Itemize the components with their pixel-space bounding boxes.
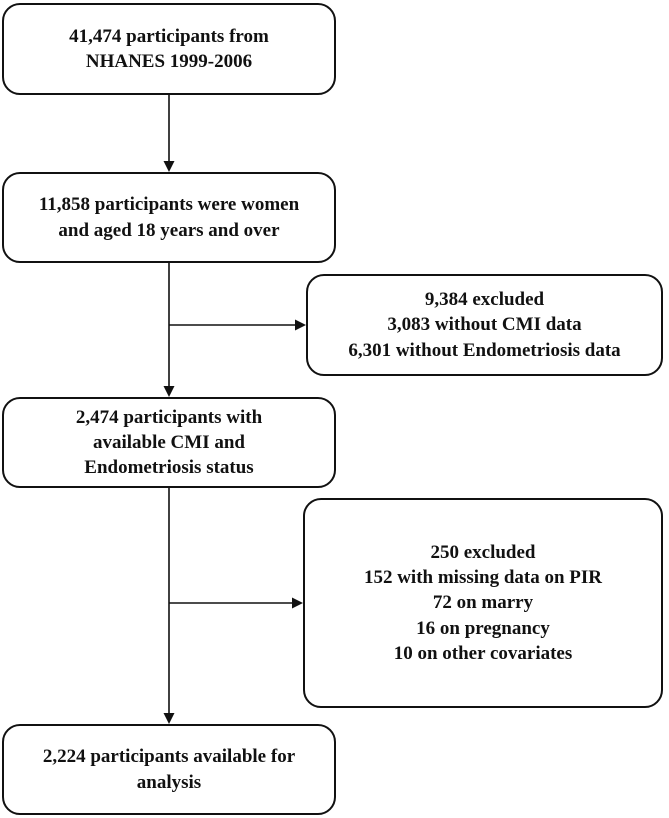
arrowhead-total-to-women (163, 161, 175, 172)
box-women-aged-18-text: 11,858 participants were women and aged … (38, 194, 300, 241)
arrowhead-branch-excluded-second (292, 597, 303, 609)
arrowhead-available-to-final (163, 713, 175, 724)
box-final-analysis: 2,224 participants available for analysi… (2, 724, 336, 815)
box-women-aged-18: 11,858 participants were women and aged … (2, 172, 336, 263)
box-total-participants: 41,474 participants from NHANES 1999-200… (2, 3, 336, 95)
box-excluded-second: 250 excluded 152 with missing data on PI… (303, 498, 663, 708)
box-total-participants-text: 41,474 participants from NHANES 1999-200… (69, 25, 269, 72)
box-excluded-second-text: 250 excluded 152 with missing data on PI… (363, 541, 603, 664)
box-available-cmi-endometriosis-text: 2,474 participants with available CMI an… (75, 406, 263, 479)
box-excluded-first: 9,384 excluded 3,083 without CMI data 6,… (306, 274, 663, 376)
arrowhead-women-to-available (163, 386, 175, 397)
box-final-analysis-text: 2,224 participants available for analysi… (42, 746, 296, 793)
box-excluded-first-text: 9,384 excluded 3,083 without CMI data 6,… (348, 289, 621, 361)
arrowhead-branch-excluded-first (295, 319, 306, 331)
box-available-cmi-endometriosis: 2,474 participants with available CMI an… (2, 397, 336, 488)
